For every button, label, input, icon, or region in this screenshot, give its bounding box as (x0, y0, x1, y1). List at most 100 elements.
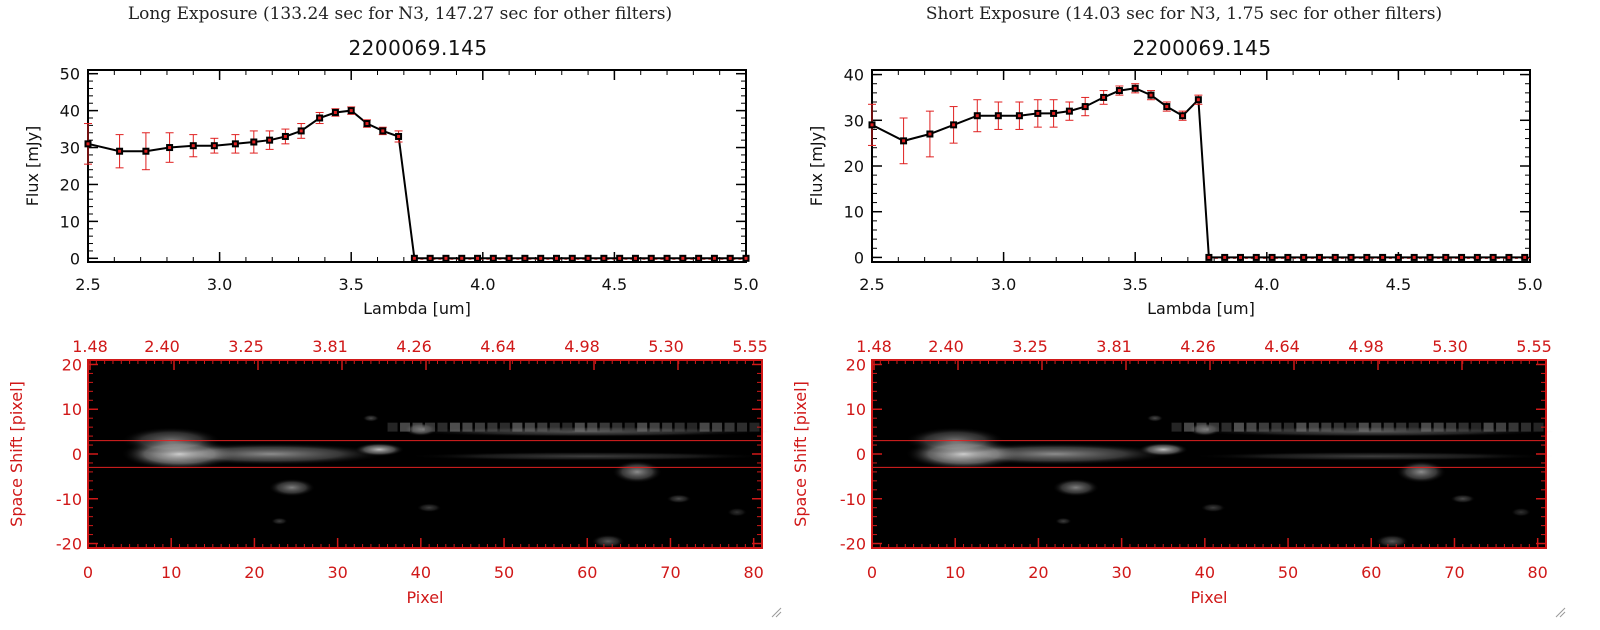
x-tick-label: 50 (494, 563, 514, 582)
image-pixel (674, 422, 685, 432)
data-point-core (460, 256, 464, 260)
top-axis-label: 4.98 (564, 337, 600, 356)
data-point-core (1067, 109, 1071, 113)
x-tick-label: 30 (327, 563, 347, 582)
data-point-core (1444, 255, 1448, 259)
data-point-core (397, 134, 401, 138)
data-point-core (1412, 255, 1416, 259)
top-axis-label: 4.98 (1348, 337, 1384, 356)
image-pixel (1433, 422, 1444, 432)
source-edge (1138, 442, 1189, 457)
y-tick-label: 20 (846, 355, 866, 374)
lower-stripe (1188, 451, 1555, 461)
plot-frame (87, 69, 747, 263)
data-point-core (1117, 89, 1121, 93)
image-pixel (437, 422, 448, 432)
x-axis-label: Pixel (406, 588, 443, 607)
image-pixel (549, 422, 560, 432)
plot-title: 2200069.145 (1132, 36, 1272, 60)
x-tick-label: 80 (743, 563, 763, 582)
x-axis-label: Pixel (1190, 588, 1227, 607)
y-tick-label: 0 (70, 249, 80, 268)
image-pixel (574, 422, 585, 432)
top-axis-label: 4.64 (480, 337, 516, 356)
data-point-core (118, 149, 122, 153)
data-point-core (697, 256, 701, 260)
data-point-core (212, 144, 216, 148)
image-pixel (749, 422, 760, 432)
y-tick-label: 0 (854, 248, 864, 267)
data-point-core (618, 256, 622, 260)
image-pixel (412, 422, 423, 432)
image-pixel (637, 422, 648, 432)
image-pixel (1184, 422, 1195, 432)
image-pixel (1483, 422, 1494, 432)
data-point-core (191, 144, 195, 148)
data-point-core (1223, 255, 1227, 259)
x-tick-label: 70 (1444, 563, 1464, 582)
primary-source-trail (154, 442, 388, 466)
x-tick-label: 3.0 (991, 275, 1016, 294)
short-exposure-panel: Short Exposure (14.03 sec for N3, 1.75 s… (784, 0, 1584, 630)
data-point-core (1428, 255, 1432, 259)
image-pixel (724, 422, 735, 432)
data-point-core (1238, 255, 1242, 259)
x-tick-label: 4.0 (1254, 275, 1279, 294)
image-pixel (1383, 422, 1394, 432)
x-tick-label: 4.5 (602, 275, 627, 294)
data-point-core (365, 122, 369, 126)
y-tick-label: -20 (840, 535, 866, 554)
data-point-core (428, 256, 432, 260)
x-tick-label: 3.0 (207, 275, 232, 294)
data-point-core (168, 146, 172, 150)
image-pixel (1446, 422, 1457, 432)
top-axis-label: 4.26 (1180, 337, 1216, 356)
y-tick-label: 0 (856, 445, 866, 464)
data-point-core (1181, 114, 1185, 118)
x-tick-label: 80 (1527, 563, 1547, 582)
image-pixel (1533, 422, 1544, 432)
data-point-core (1317, 255, 1321, 259)
image-pixel (512, 422, 523, 432)
data-point-core (1381, 255, 1385, 259)
image-pixel (662, 422, 673, 432)
image-pixel (737, 422, 748, 432)
data-point-core (952, 123, 956, 127)
y-tick-label: 20 (60, 175, 80, 194)
image-pixel (1508, 422, 1519, 432)
tertiary-source (612, 460, 663, 484)
faint-source (727, 507, 748, 517)
image-pixel (449, 422, 460, 432)
x-tick-label: 2.5 (859, 275, 884, 294)
data-point-core (349, 109, 353, 113)
plot-title: 2200069.145 (348, 36, 488, 60)
data-point-core (318, 116, 322, 120)
x-tick-label: 60 (1361, 563, 1381, 582)
resize-grip-icon[interactable] (770, 606, 782, 618)
image-pixel (712, 422, 723, 432)
top-axis-label: 3.25 (228, 337, 264, 356)
data-point-core (1396, 255, 1400, 259)
data-point-core (1286, 255, 1290, 259)
image-pixel (562, 422, 573, 432)
x-tick-label: 20 (244, 563, 264, 582)
faint-source (1055, 517, 1072, 525)
image-pixel (699, 422, 710, 432)
spectrum-and-image-chart-long: 0 10 20 30 40 50 2.5 3.0 3.5 4.0 4.5 5.0 Lambda [um]… (7, 65, 771, 607)
x-tick-label: 4.5 (1386, 275, 1411, 294)
data-point-core (586, 256, 590, 260)
data-point-core (1254, 255, 1258, 259)
resize-grip-icon[interactable] (1554, 606, 1566, 618)
data-point-core (476, 256, 480, 260)
data-point-core (299, 129, 303, 133)
image-pixel (1521, 422, 1532, 432)
data-point-core (1365, 255, 1369, 259)
data-point-core (1491, 255, 1495, 259)
data-point-core (252, 140, 256, 144)
data-point-core (602, 256, 606, 260)
flux-series-line (871, 87, 1525, 259)
x-tick-label: 5.0 (733, 275, 758, 294)
lower-stripe (404, 451, 771, 461)
image-pixel (1408, 422, 1419, 432)
image-pixel (524, 422, 535, 432)
